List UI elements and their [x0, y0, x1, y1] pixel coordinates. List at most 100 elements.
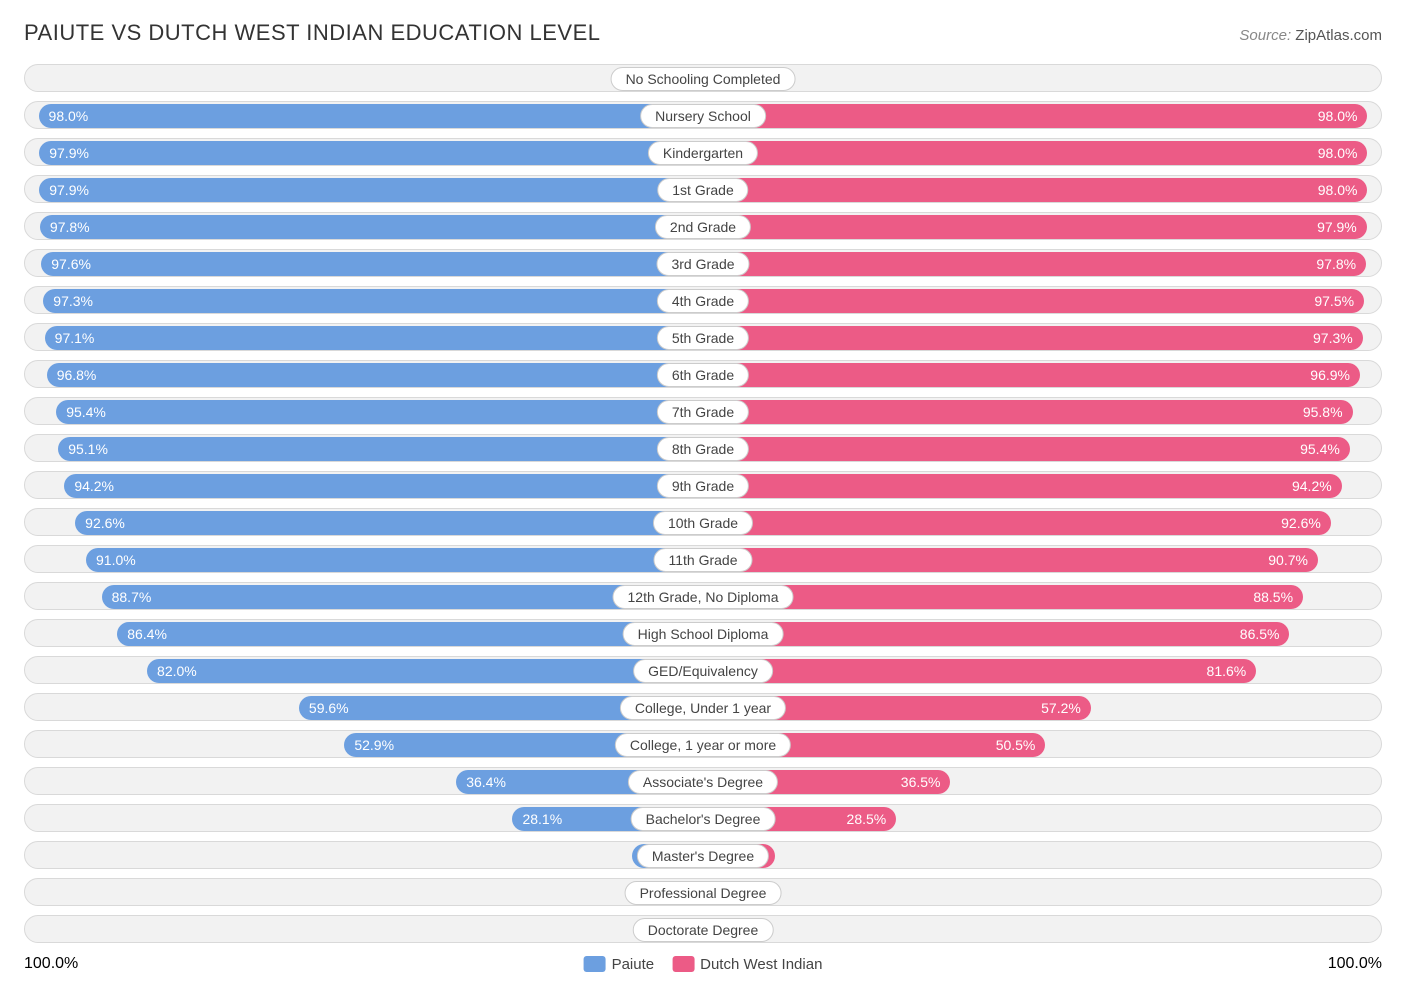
bar-right — [703, 622, 1289, 646]
chart-row: 95.4% 95.8% 7th Grade — [24, 397, 1382, 425]
bar-right — [703, 215, 1367, 239]
bar-left — [45, 326, 703, 350]
value-right: 98.0% — [1318, 139, 1368, 167]
bar-left — [75, 511, 703, 535]
chart-row: 3.4%3.1%Professional Degree — [24, 878, 1382, 906]
chart-row: 97.1%97.3%5th Grade — [24, 323, 1382, 351]
value-right: 36.5% — [901, 768, 951, 796]
value-right: 95.8% — [1303, 398, 1353, 426]
value-left: 28.1% — [512, 805, 562, 833]
category-label: GED/Equivalency — [633, 659, 773, 683]
bar-left — [64, 474, 703, 498]
category-label: Associate's Degree — [628, 770, 778, 794]
value-right: 97.5% — [1314, 287, 1364, 315]
value-left: 88.7% — [102, 583, 152, 611]
value-right: 97.8% — [1316, 250, 1366, 278]
value-right: 98.0% — [1318, 102, 1368, 130]
chart-footer: 100.0% Paiute Dutch West Indian 100.0% — [24, 952, 1382, 976]
chart-row: 97.6%97.8%3rd Grade — [24, 249, 1382, 277]
value-right: 81.6% — [1207, 657, 1257, 685]
bar-left — [39, 141, 703, 165]
value-left: 97.9% — [39, 176, 89, 204]
bar-left — [117, 622, 703, 646]
legend-label-right: Dutch West Indian — [700, 956, 822, 973]
chart-row: 59.6%57.2%College, Under 1 year — [24, 693, 1382, 721]
value-right: 96.9% — [1310, 361, 1360, 389]
bar-right — [703, 400, 1353, 424]
chart-row: 91.0%90.7%11th Grade — [24, 545, 1382, 573]
bar-right — [703, 141, 1367, 165]
value-left: 82.0% — [147, 657, 197, 685]
category-label: 11th Grade — [653, 548, 752, 572]
category-label: 6th Grade — [657, 363, 749, 387]
chart-row: 97.8% 97.9% 2nd Grade — [24, 212, 1382, 240]
legend-item-right: Dutch West Indian — [672, 956, 822, 973]
category-label: 12th Grade, No Diploma — [613, 585, 794, 609]
value-right: 97.9% — [1317, 213, 1367, 241]
chart-row: 98.0% 98.0% Nursery School — [24, 101, 1382, 129]
bar-right — [703, 363, 1360, 387]
value-right: 90.7% — [1268, 546, 1318, 574]
value-left: 97.9% — [39, 139, 89, 167]
value-left: 97.8% — [40, 213, 90, 241]
bar-right — [703, 289, 1364, 313]
bar-left — [40, 215, 703, 239]
bar-right — [703, 548, 1318, 572]
category-label: Doctorate Degree — [633, 918, 774, 942]
chart-source: Source: ZipAtlas.com — [1239, 27, 1382, 44]
axis-right-label: 100.0% — [1328, 955, 1382, 973]
chart-header: PAIUTE VS DUTCH WEST INDIAN EDUCATION LE… — [24, 20, 1382, 46]
chart-row: 86.4%86.5%High School Diploma — [24, 619, 1382, 647]
bar-left — [56, 400, 703, 424]
value-left: 95.1% — [58, 435, 108, 463]
value-left: 95.4% — [56, 398, 106, 426]
chart-row: 97.9% 98.0% Kindergarten — [24, 138, 1382, 166]
source-name: ZipAtlas.com — [1295, 27, 1382, 44]
category-label: Kindergarten — [648, 141, 758, 165]
value-left: 97.6% — [41, 250, 91, 278]
category-label: 1st Grade — [657, 178, 748, 202]
chart-row: 92.6%92.6%10th Grade — [24, 508, 1382, 536]
diverging-bar-chart: 2.4%2.1%No Schooling Completed98.0%98.0%… — [24, 64, 1382, 943]
chart-row: 97.3% 97.5% 4th Grade — [24, 286, 1382, 314]
bar-left — [58, 437, 703, 461]
bar-left — [86, 548, 703, 572]
category-label: Bachelor's Degree — [631, 807, 776, 831]
legend-swatch-left — [584, 956, 606, 972]
category-label: 7th Grade — [657, 400, 749, 424]
value-left: 97.3% — [43, 287, 93, 315]
category-label: Nursery School — [640, 104, 766, 128]
chart-row: 95.1%95.4%8th Grade — [24, 434, 1382, 462]
category-label: Professional Degree — [625, 881, 782, 905]
bar-left — [147, 659, 703, 683]
bar-right — [703, 659, 1256, 683]
legend-swatch-right — [672, 956, 694, 972]
chart-row: 10.5%10.6%Master's Degree — [24, 841, 1382, 869]
bar-left — [41, 252, 703, 276]
category-label: College, Under 1 year — [620, 696, 786, 720]
value-right: 86.5% — [1240, 620, 1290, 648]
bar-right — [703, 511, 1331, 535]
legend: Paiute Dutch West Indian — [584, 956, 823, 973]
value-right: 50.5% — [996, 731, 1046, 759]
bar-right — [703, 326, 1363, 350]
value-left: 96.8% — [47, 361, 97, 389]
category-label: 4th Grade — [657, 289, 749, 313]
chart-row: 94.2% 94.2% 9th Grade — [24, 471, 1382, 499]
value-left: 94.2% — [64, 472, 114, 500]
value-right: 98.0% — [1318, 176, 1368, 204]
chart-row: 36.4% 36.5% Associate's Degree — [24, 767, 1382, 795]
category-label: 2nd Grade — [655, 215, 751, 239]
value-right: 92.6% — [1281, 509, 1331, 537]
value-left: 98.0% — [39, 102, 89, 130]
value-left: 52.9% — [344, 731, 394, 759]
bar-left — [47, 363, 703, 387]
value-left: 36.4% — [456, 768, 506, 796]
category-label: 9th Grade — [657, 474, 749, 498]
chart-title: PAIUTE VS DUTCH WEST INDIAN EDUCATION LE… — [24, 20, 600, 46]
bar-left — [39, 104, 703, 128]
value-right: 94.2% — [1292, 472, 1342, 500]
legend-label-left: Paiute — [612, 956, 655, 973]
value-left: 86.4% — [117, 620, 167, 648]
category-label: College, 1 year or more — [615, 733, 791, 757]
